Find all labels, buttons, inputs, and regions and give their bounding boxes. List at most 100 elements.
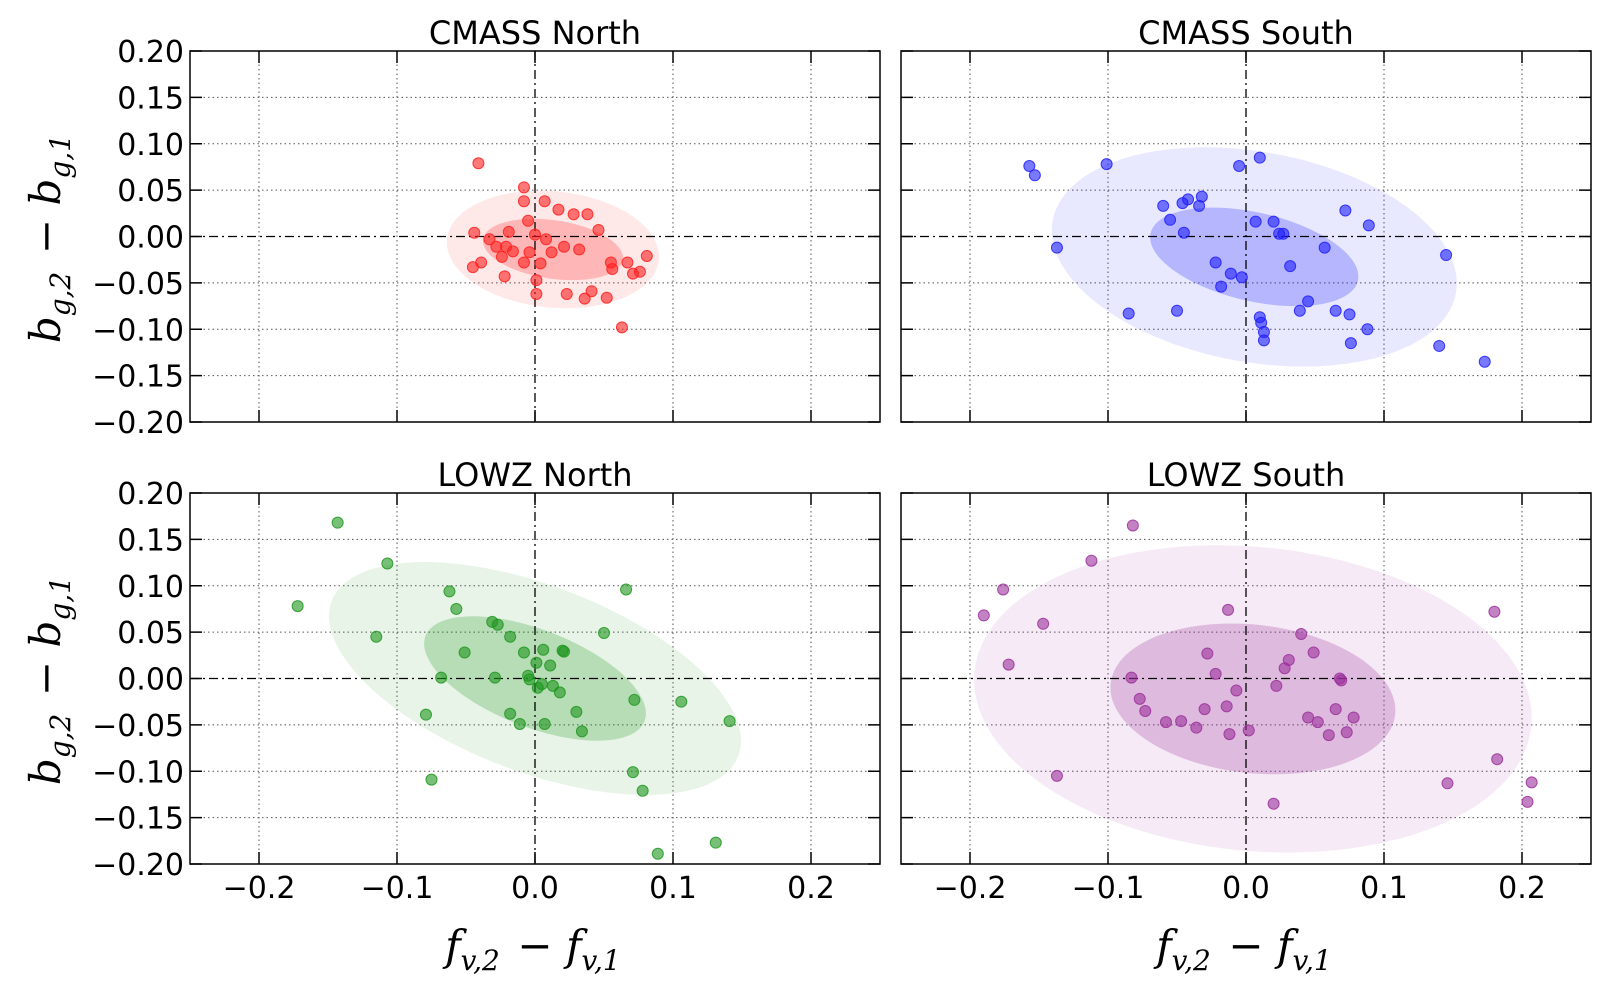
data-point [1171,304,1183,317]
data-point [506,245,519,258]
data-point [640,249,653,262]
data-point [1433,339,1446,352]
data-point [585,285,598,298]
data-point [425,773,438,786]
subscript: v,2 [461,944,500,977]
label-part [21,572,70,576]
data-point [522,214,535,227]
data-point [1521,795,1534,808]
label-part [1332,921,1336,970]
data-point [1491,753,1504,766]
subscript: v,1 [1292,944,1331,977]
data-point [545,246,558,259]
data-point [517,646,530,659]
y-tick-label: −0.15 [92,360,184,395]
data-point [530,288,543,300]
data-point [1230,684,1243,697]
y-tick-label: 0.00 [117,221,184,256]
data-point [1242,724,1255,737]
data-point [495,250,508,263]
data-point [1440,249,1453,262]
data-point [1198,703,1211,716]
data-point [557,240,570,253]
data-point [1233,160,1246,173]
panel-lowz-south: −0.2 −0.1 0.0 0.1 0.2 LOWZ South fv,2 − fv,1 [900,456,1592,977]
data-point [633,265,646,278]
x-tick-label: −0.2 [223,871,296,906]
label-part [21,130,70,134]
y-tick-label: −0.20 [92,848,184,883]
label-part: − b [21,179,70,268]
data-point [1302,711,1315,724]
data-point [1270,679,1283,692]
data-point [538,717,551,730]
data-point [1295,627,1308,640]
data-point [498,270,511,283]
subscript: g,2 [44,714,77,759]
subscript: v,1 [581,944,620,977]
subscript: g,1 [44,576,77,621]
data-point [600,291,613,304]
data-point [1340,726,1353,739]
label-part: − b [21,621,70,710]
data-point [1126,519,1139,532]
x-axis-label: fv,2 − fv,1 [442,921,625,977]
x-tick-label: 0.2 [787,871,835,906]
data-point [1478,355,1491,368]
plot-area [190,493,880,864]
data-point [381,557,394,570]
data-point [458,646,471,659]
y-tick-label: −0.20 [92,406,184,441]
data-point [1257,334,1270,347]
data-point [483,233,496,246]
data-point [1209,256,1222,269]
data-point [1023,160,1036,173]
data-point [1159,716,1172,729]
data-point [1209,667,1222,680]
data-point [435,671,448,684]
data-point [1253,151,1266,164]
data-point [1488,605,1501,618]
data-point [472,157,485,170]
data-point [1164,213,1177,226]
data-point [552,203,565,216]
data-point [581,208,594,221]
y-tick-label: 0.10 [117,570,184,605]
data-point [1311,716,1324,729]
y-tick-label: 0.15 [117,81,184,116]
data-point [1222,603,1235,616]
x-axis-label: fv,2 − fv,1 [1153,921,1336,977]
data-point [570,705,583,718]
data-point [1329,304,1342,317]
data-point [567,208,580,221]
y-tick-label: 0.20 [117,35,184,70]
subscript: g,2 [44,272,77,317]
y-axis-label: bg,2 − bg,1 [21,130,77,343]
data-point [1133,692,1146,705]
data-point [1122,307,1135,320]
data-point [977,609,990,622]
data-point [513,717,526,730]
data-point [538,195,551,208]
x-tick-label: 0.0 [511,871,559,906]
data-point [620,583,633,596]
data-point [468,226,481,239]
data-point [1100,158,1113,171]
data-point [1293,304,1306,317]
data-point [1085,554,1098,567]
data-point [1139,704,1152,717]
data-point [575,725,588,738]
panel-lowz-north: −0.20−0.15−0.10−0.050.000.050.100.150.20… [21,456,881,977]
data-point [628,693,641,706]
data-point [537,643,550,656]
data-point [1182,193,1195,206]
data-point [530,656,543,669]
panel-title: CMASS North [429,14,641,52]
panel-cmass-north: −0.20 −0.15 −0.10 −0.05 0.00 0.05 0.10 0.15 0.20… [21,14,881,441]
data-point [504,630,517,643]
data-point [540,233,553,246]
data-point [1002,658,1015,671]
plot-area [901,51,1591,422]
data-point [621,256,634,269]
